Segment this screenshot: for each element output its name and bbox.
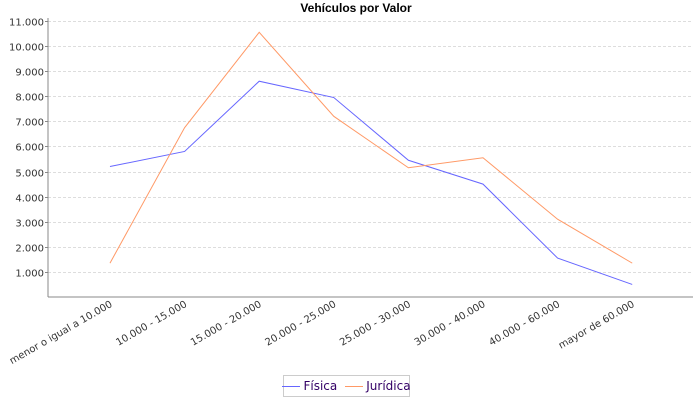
series-line-Jurídica — [109, 31, 633, 264]
legend-label: Física — [303, 379, 338, 393]
x-tick-label: mayor de 60.000 — [557, 299, 637, 351]
y-tick-label: 11.000 — [9, 18, 44, 29]
y-tick-label: 7.000 — [15, 118, 44, 129]
x-tick-label: 20.000 - 25.000 — [264, 299, 339, 349]
x-tick-label: 15.000 - 20.000 — [189, 299, 264, 349]
y-tick-label: 10.000 — [9, 43, 44, 54]
legend-swatch — [282, 385, 301, 387]
y-tick-label: 8.000 — [15, 93, 44, 104]
y-tick-label: 3.000 — [15, 219, 44, 230]
legend-item-fisica: Física — [282, 379, 337, 393]
x-tick-label: 10.000 - 15.000 — [114, 299, 189, 349]
chart-title: Vehículos por Valor — [300, 1, 412, 15]
y-tick-label: 4.000 — [15, 194, 44, 205]
legend-label: Jurídica — [366, 379, 411, 393]
grid — [48, 21, 693, 273]
y-tick-label: 5.000 — [15, 169, 44, 180]
x-tick-label: 25.000 - 30.000 — [338, 299, 413, 349]
series-line-Física — [109, 80, 633, 285]
x-tick-label: menor o igual a 10.000 — [8, 299, 115, 367]
y-tick-label: 6.000 — [15, 143, 44, 154]
legend-swatch — [345, 385, 364, 387]
series-lines — [109, 31, 633, 285]
y-tick-label: 9.000 — [15, 68, 44, 79]
y-tick-label: 1.000 — [15, 269, 44, 280]
x-axis-ticks: menor o igual a 10.000 10.000 - 15.000 15.… — [8, 299, 637, 367]
y-tick-label: 2.000 — [15, 244, 44, 255]
x-tick-label: 30.000 - 40.000 — [413, 299, 488, 349]
x-tick-label: 40.000 - 60.000 — [487, 299, 562, 349]
legend: Física Jurídica — [282, 375, 411, 397]
y-axis-ticks: 1.000 2.000 3.000 4.000 5.000 6.000 7.000 8.000… — [9, 18, 48, 280]
legend-item-juridica: Jurídica — [345, 379, 411, 393]
